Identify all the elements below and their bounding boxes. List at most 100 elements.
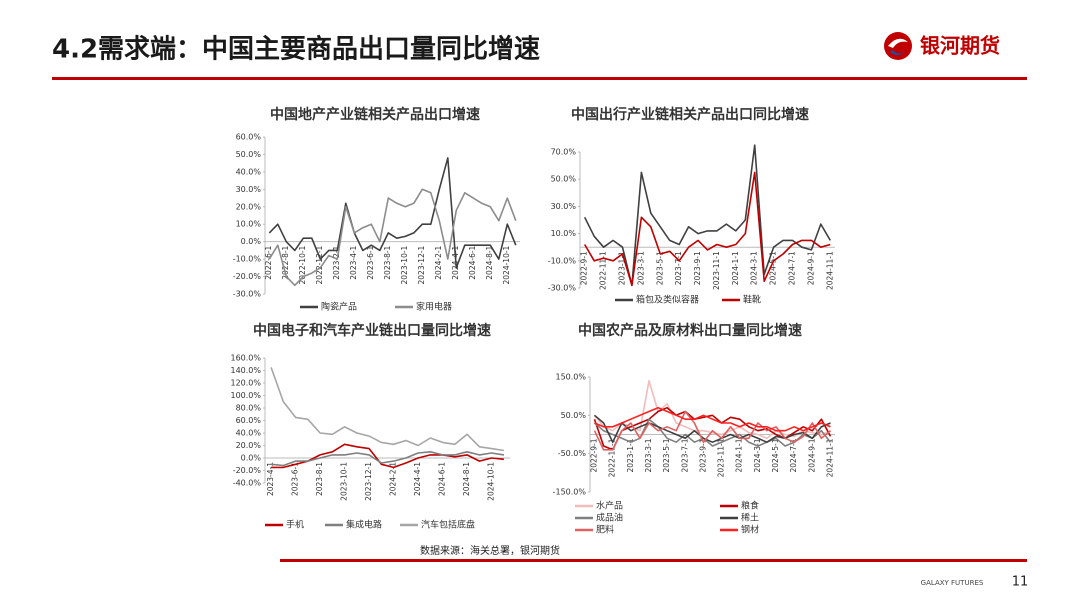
chart: 中国农产品及原材料出口量同比增速 -150.0% -50.0% 50.0% 150.0%… xyxy=(553,322,835,536)
legend-label: 家用电器 xyxy=(416,301,452,313)
x-tick-label: 2022-9-1 xyxy=(580,251,589,285)
legend-label: 成品油 xyxy=(596,512,623,524)
y-tick-label: 30.0% xyxy=(551,202,577,211)
x-tick-label: 2024-3-1 xyxy=(750,251,759,285)
x-tick-label: 2024-4-1 xyxy=(413,462,422,496)
y-tick-label: 60.0% xyxy=(236,133,262,142)
x-tick-label: 2024-7-1 xyxy=(788,251,797,285)
x-tick-label: 2023-4-1 xyxy=(349,245,358,279)
x-tick-label: 2023-4-1 xyxy=(266,462,275,496)
series-line xyxy=(593,406,832,451)
slide-title: 4.2需求端：中国主要商品出口量同比增速 xyxy=(52,34,540,65)
legend-label: 鞋靴 xyxy=(743,294,761,306)
x-tick-label: 2023-12-1 xyxy=(417,245,426,284)
chart: 中国电子和汽车产业链出口量同比增速 -40.0% -20.0% 0.0% 20.0% 40… xyxy=(230,322,510,531)
y-tick-label: -20.0% xyxy=(233,466,262,475)
page-number: 11 xyxy=(1012,575,1029,590)
y-tick-label: 60.0% xyxy=(236,416,262,425)
series-line xyxy=(594,406,831,432)
chart-title: 中国电子和汽车产业链出口量同比增速 xyxy=(253,322,491,339)
y-tick-label: 40.0% xyxy=(236,429,262,438)
x-tick-label: 2024-2-1 xyxy=(434,245,443,279)
y-tick-label: -150.0% xyxy=(553,488,587,497)
x-tick-label: 2023-9-1 xyxy=(698,438,707,472)
series-line xyxy=(271,451,505,467)
source-note: 数据来源：海关总署，银河期货 xyxy=(420,544,560,557)
x-tick-label: 2022-11-1 xyxy=(608,438,617,477)
x-tick-label: 2023-6-1 xyxy=(291,462,300,496)
chart: 中国出行产业链相关产品出口同比增速 -30.0% -10.0% 10.0% 30.0% 5… xyxy=(548,106,835,306)
footer-rule xyxy=(280,559,1027,562)
x-tick-label: 2024-11-1 xyxy=(825,438,834,477)
x-tick-label: 2022-11-1 xyxy=(599,251,608,290)
legend-label: 陶瓷产品 xyxy=(321,301,357,313)
chart-title: 中国出行产业链相关产品出口同比增速 xyxy=(571,106,809,123)
legend-label: 箱包及类似容器 xyxy=(636,294,699,306)
logo-swoosh xyxy=(888,38,908,48)
y-tick-label: -20.0% xyxy=(233,272,262,281)
series-line xyxy=(270,367,505,452)
y-tick-label: -40.0% xyxy=(233,479,262,488)
x-tick-label: 2023-1-1 xyxy=(626,438,635,472)
x-tick-label: 2024-8-1 xyxy=(462,462,471,496)
chart: 中国地产产业链相关产品出口增速 -30.0% -20.0% -10.0% 0.0% 10.… xyxy=(233,106,520,313)
x-tick-label: 2023-12-1 xyxy=(364,462,373,501)
legend-label: 集成电路 xyxy=(346,519,382,531)
y-tick-label: 140.0% xyxy=(230,366,261,375)
chart-title: 中国农产品及原材料出口量同比增速 xyxy=(578,322,802,339)
x-tick-label: 2023-10-1 xyxy=(400,245,409,284)
logo-swoosh xyxy=(890,48,908,56)
series-line xyxy=(584,171,831,287)
x-tick-label: 2023-7-1 xyxy=(674,251,683,285)
header-rule xyxy=(52,77,1027,80)
legend-label: 汽车包括底盘 xyxy=(421,519,475,531)
y-tick-label: -30.0% xyxy=(233,290,262,299)
y-tick-label: -10.0% xyxy=(548,256,577,265)
x-tick-label: 2022-8-1 xyxy=(281,245,290,279)
brand: GALAXY FUTURES xyxy=(921,579,984,587)
legend-label: 手机 xyxy=(286,519,304,531)
logo: 银河期货 xyxy=(884,32,1000,60)
x-tick-label: 2023-11-1 xyxy=(717,438,726,477)
y-tick-label: -10.0% xyxy=(233,255,262,264)
x-tick-label: 2023-7-1 xyxy=(680,438,689,472)
y-tick-label: 50.0% xyxy=(561,411,587,420)
y-tick-label: 20.0% xyxy=(236,441,262,450)
x-tick-label: 2024-5-1 xyxy=(769,251,778,285)
x-tick-label: 2022-9-1 xyxy=(590,438,599,472)
x-tick-label: 2023-5-1 xyxy=(662,438,671,472)
y-tick-label: 10.0% xyxy=(551,229,577,238)
x-tick-label: 2023-9-1 xyxy=(693,251,702,285)
x-tick-label: 2023-6-1 xyxy=(366,245,375,279)
y-tick-label: 40.0% xyxy=(236,167,262,176)
y-tick-label: 50.0% xyxy=(551,175,577,184)
series-line xyxy=(583,144,831,287)
x-tick-label: 2024-1-1 xyxy=(731,251,740,285)
y-tick-label: -30.0% xyxy=(548,284,577,293)
legend-label: 钢材 xyxy=(741,524,759,536)
x-tick-label: 2023-11-1 xyxy=(712,251,721,290)
legend-label: 粮食 xyxy=(741,500,759,512)
x-tick-label: 2023-3-1 xyxy=(636,251,645,285)
y-tick-label: 120.0% xyxy=(230,379,261,388)
x-tick-label: 2024-10-1 xyxy=(487,462,496,501)
x-tick-label: 2024-9-1 xyxy=(806,251,815,285)
x-tick-label: 2024-5-1 xyxy=(771,438,780,472)
x-tick-label: 2023-5-1 xyxy=(655,251,664,285)
x-tick-label: 2024-6-1 xyxy=(438,462,447,496)
logo-icon xyxy=(884,32,912,60)
x-tick-label: 2024-10-1 xyxy=(502,245,511,284)
x-tick-label: 2024-1-1 xyxy=(735,438,744,472)
series-line xyxy=(268,188,517,287)
x-tick-label: 2024-2-1 xyxy=(389,462,398,496)
y-tick-label: 150.0% xyxy=(555,373,586,382)
legend-label: 水产品 xyxy=(596,500,623,512)
x-tick-label: 2023-1-1 xyxy=(618,251,627,285)
x-tick-label: 2023-3-1 xyxy=(644,438,653,472)
x-tick-label: 2024-3-1 xyxy=(753,438,762,472)
x-tick-label: 2024-7-1 xyxy=(789,438,798,472)
y-tick-label: -50.0% xyxy=(558,449,587,458)
series-line xyxy=(593,410,832,451)
y-tick-label: 50.0% xyxy=(236,150,262,159)
